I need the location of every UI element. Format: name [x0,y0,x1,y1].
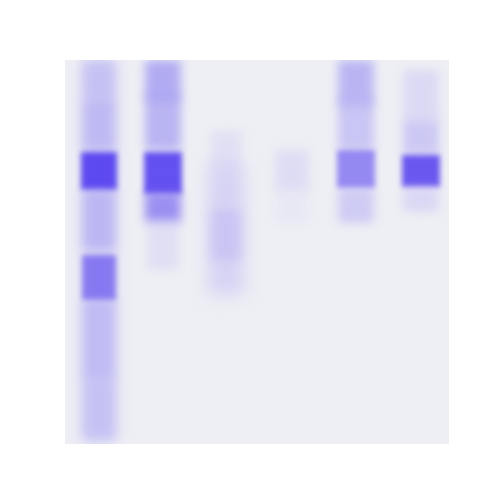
lane-2-band-lower [145,192,181,222]
lane-5-band-main [337,150,375,188]
lane-2 [144,60,182,270]
lane-3 [208,130,244,295]
lane-1-band-bottom [82,380,116,440]
lane-6-band-main [402,155,440,187]
lane-1-band-main [81,152,117,190]
lane-5 [337,60,375,223]
lane-4-band-faint [275,150,309,190]
lane-1 [81,60,117,444]
lane-2-band-main [144,152,182,194]
gel-background [65,60,449,444]
lane-4 [275,150,309,225]
lane-6-band-lower [403,187,439,212]
lane-5-band-lower [338,188,374,223]
protein-gel-image [65,60,449,444]
lane-6 [402,70,440,212]
lane-1-band-lower [82,255,116,300]
